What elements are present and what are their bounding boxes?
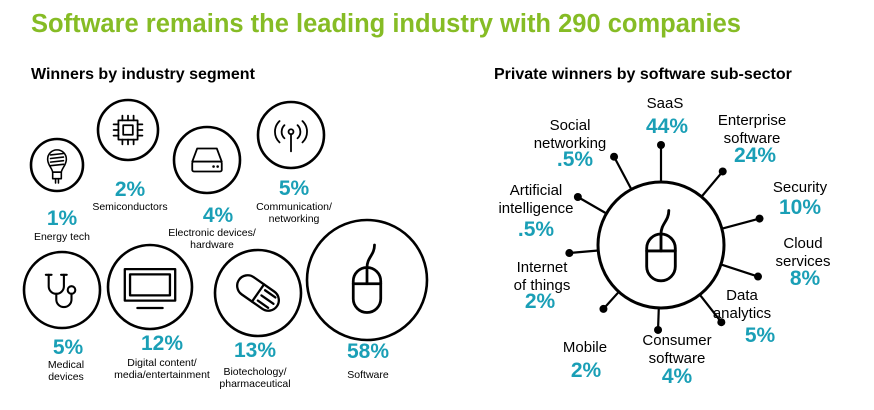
light-bulb-icon xyxy=(46,149,68,184)
connector-dot xyxy=(573,193,582,201)
subsector-percent: 5% xyxy=(745,324,776,347)
subsector-label: Internet xyxy=(517,259,569,276)
industry-percent: 4% xyxy=(203,204,234,227)
connector-dot xyxy=(755,214,764,223)
industry-label: Biotechology/ xyxy=(223,366,286,378)
connector-line xyxy=(698,293,723,323)
subsector-label: Artificial xyxy=(510,182,563,199)
subsector-label: services xyxy=(775,253,830,270)
connector-dot xyxy=(718,167,727,176)
connector-dot xyxy=(599,304,608,313)
industry-bubble-4: 5%Communication/networking xyxy=(256,100,332,225)
subsector-label: SaaS xyxy=(647,95,684,112)
subsector-percent: 2% xyxy=(571,359,602,382)
subsector-7: Mobile 2% xyxy=(563,291,620,382)
connector-line xyxy=(613,156,633,190)
subsector-label: intelligence xyxy=(498,200,573,217)
subsector-percent: .5% xyxy=(518,218,555,241)
subsector-label: Mobile xyxy=(563,339,607,356)
subsector-percent: 44% xyxy=(646,115,688,138)
subsector-label: of things xyxy=(514,277,571,294)
subsector-percent: 8% xyxy=(790,267,821,290)
chart-title: Software remains the leading industry wi… xyxy=(31,10,741,38)
connector-dot xyxy=(717,318,726,327)
industry-label: pharmaceutical xyxy=(219,378,290,390)
hard-drive-icon xyxy=(191,147,223,173)
subsector-label: Consumer xyxy=(642,332,711,349)
subsector-label: Data xyxy=(726,287,758,304)
industry-percent: 5% xyxy=(279,177,310,200)
industry-label: devices xyxy=(48,371,84,383)
industry-label: Semiconductors xyxy=(92,201,167,213)
subsector-label: Enterprise xyxy=(718,112,786,129)
connector-line xyxy=(569,249,599,255)
industry-bubble-7: 13% Biotechology/pharmaceutical xyxy=(213,248,303,390)
industry-bubble-3: 4%Electronic devices/hardware xyxy=(168,125,256,251)
subsector-label: Security xyxy=(773,179,828,196)
industry-percent: 13% xyxy=(234,339,276,362)
industry-bubble-8: 58% Software xyxy=(305,218,429,381)
industry-label: Energy tech xyxy=(34,231,90,243)
industry-label: Digital content/ xyxy=(127,357,197,369)
mouse-icon xyxy=(645,209,677,283)
industry-label: Software xyxy=(347,369,389,381)
subsector-percent: 10% xyxy=(779,196,821,219)
subsector-1: SaaS 44% xyxy=(646,95,688,182)
industry-bubble-1: 1%Energy tech xyxy=(29,137,90,243)
industry-bubble-2: 2%Semiconductors xyxy=(92,98,168,213)
industry-bubble-6: 12% Digital content/media/entertainment xyxy=(106,243,210,381)
antenna-icon xyxy=(274,120,308,153)
connector-line xyxy=(720,263,759,278)
stethoscope-icon xyxy=(44,273,77,309)
industry-percent: 12% xyxy=(141,332,183,355)
mouse-icon xyxy=(351,243,383,314)
subsector-percent: .5% xyxy=(557,148,594,171)
software-subsector-heading: Private winners by software sub-sector xyxy=(494,66,792,83)
chip-icon xyxy=(112,114,144,146)
industry-label: hardware xyxy=(190,239,234,251)
industry-segment-heading: Winners by industry segment xyxy=(31,66,255,83)
subsector-percent: 2% xyxy=(525,290,556,313)
connector-dot xyxy=(754,272,763,281)
monitor-icon xyxy=(123,267,177,310)
industry-label: Communication/ xyxy=(256,201,332,213)
connector-dot xyxy=(610,152,619,161)
industry-label: Medical xyxy=(48,359,84,371)
subsector-label: software xyxy=(649,350,706,367)
industry-percent: 1% xyxy=(47,207,78,230)
connector-line xyxy=(577,196,607,215)
subsector-percent: 24% xyxy=(734,144,776,167)
industry-percent: 2% xyxy=(115,178,146,201)
subsector-label: networking xyxy=(534,135,607,152)
subsector-percent: 4% xyxy=(662,365,693,388)
subsector-label: Cloud xyxy=(783,235,822,252)
connector-dot xyxy=(654,325,663,334)
connector-line xyxy=(700,170,724,198)
industry-percent: 58% xyxy=(347,340,389,363)
subsector-label: analytics xyxy=(713,305,771,322)
subsector-label: software xyxy=(724,130,781,147)
connector-dot xyxy=(657,141,665,149)
industry-percent: 5% xyxy=(53,336,84,359)
connector-dot xyxy=(565,249,574,258)
subsector-label: Social xyxy=(550,117,591,134)
pill-icon xyxy=(236,274,280,312)
industry-label: networking xyxy=(269,213,320,225)
industry-label: media/entertainment xyxy=(114,369,210,381)
industry-label: Electronic devices/ xyxy=(168,227,256,239)
connector-line xyxy=(721,217,760,230)
